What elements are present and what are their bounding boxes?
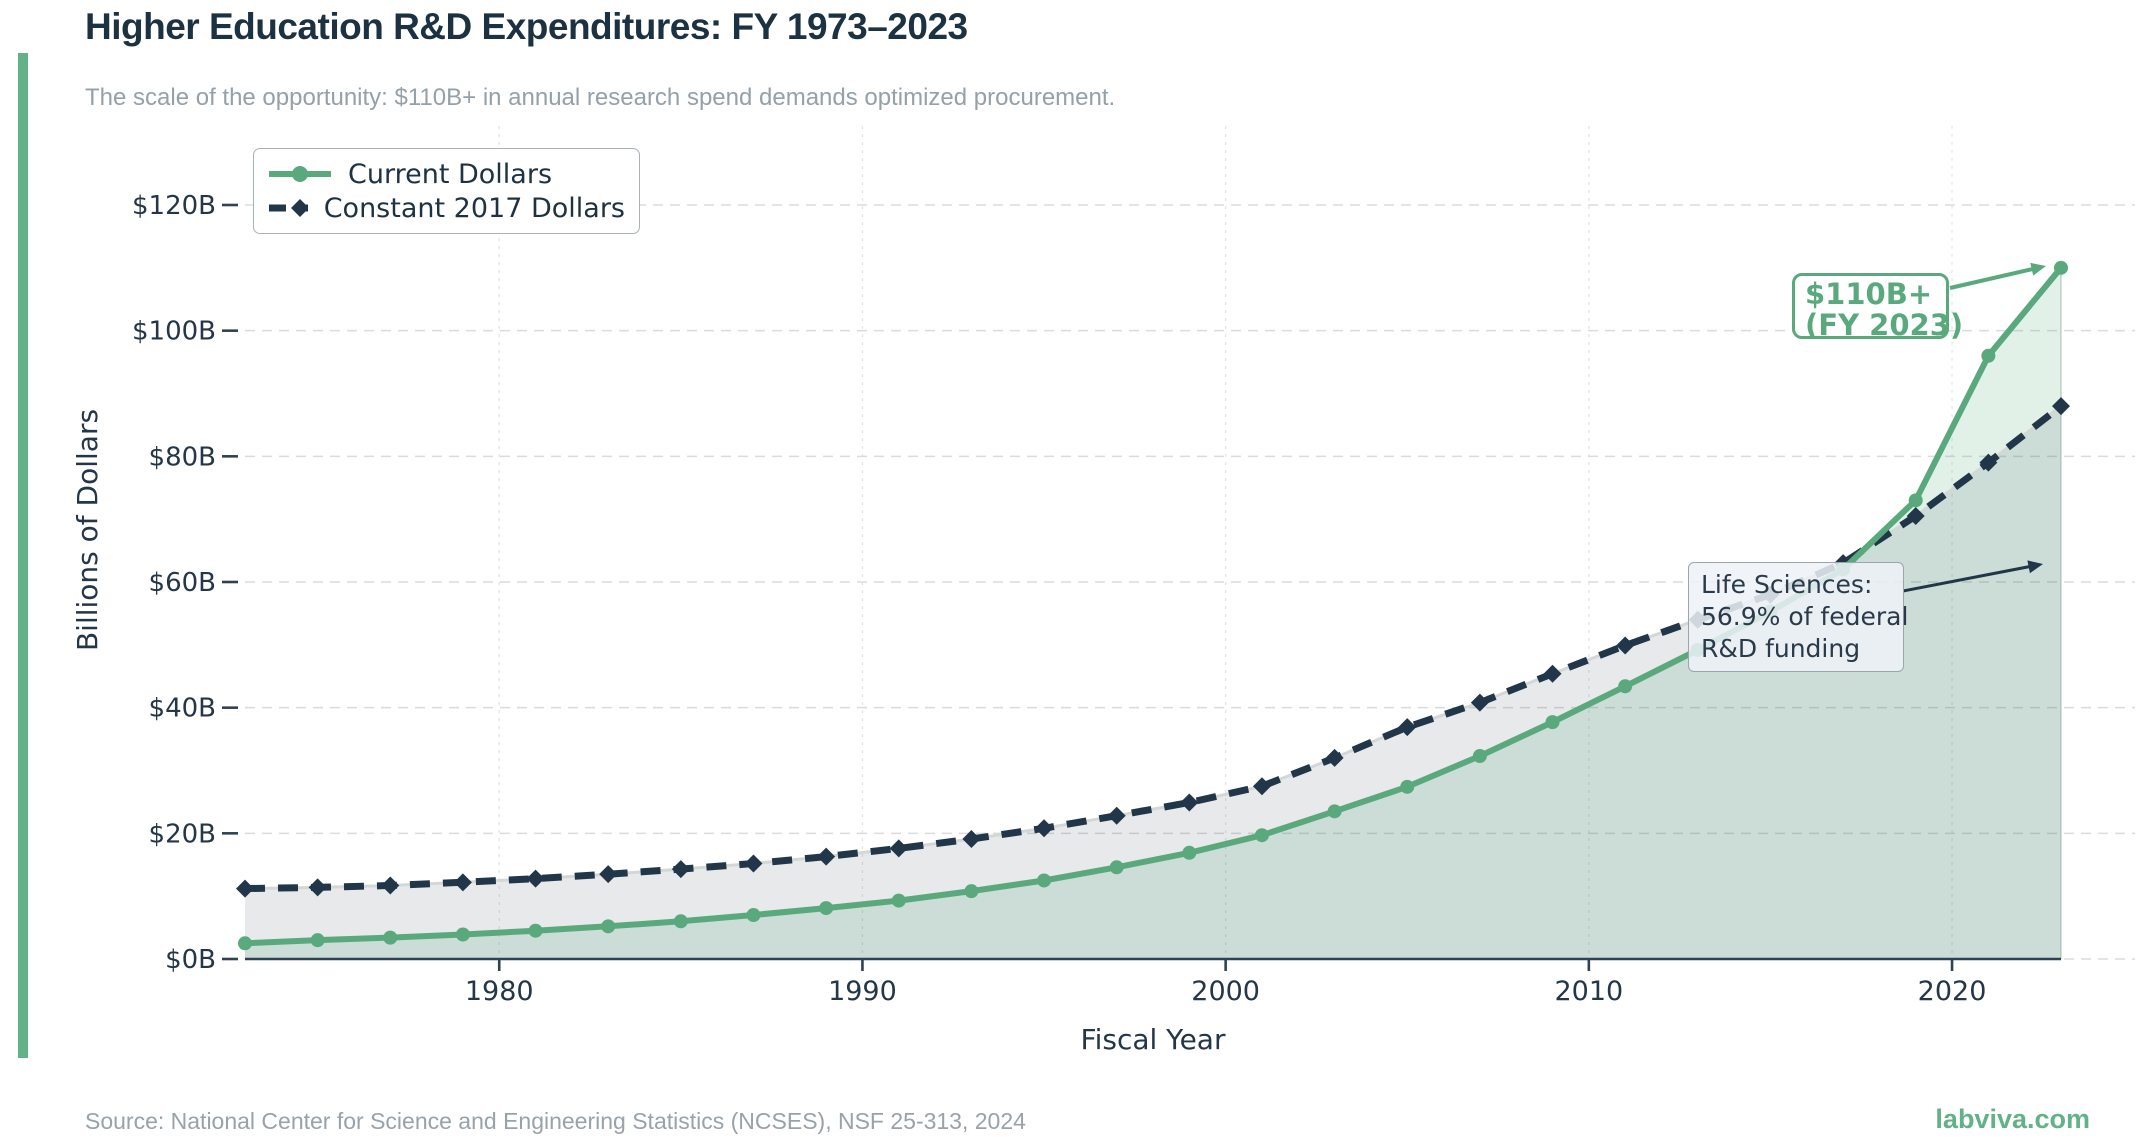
- legend-row-current: Current Dollars: [268, 157, 625, 191]
- constant-dollars-marker: [889, 839, 908, 858]
- x-tick-label: 1980: [465, 976, 534, 1007]
- page-subtitle: The scale of the opportunity: $110B+ in …: [85, 84, 1116, 111]
- y-axis-title: Billions of Dollars: [71, 409, 104, 651]
- page-title: Higher Education R&D Expenditures: FY 19…: [85, 6, 968, 47]
- peak-annotation-line1: $110B+: [1805, 277, 1933, 311]
- brand-link[interactable]: labviva.com: [1935, 1104, 2090, 1134]
- x-tick-label: 2010: [1554, 976, 1623, 1007]
- constant-dollars-marker: [962, 829, 981, 848]
- y-tick-label: $120B: [132, 191, 216, 221]
- constant-dollars-marker: [1616, 636, 1635, 655]
- current-dollars-marker: [455, 927, 470, 942]
- life-sciences-line2: 56.9% of federal: [1701, 602, 1909, 631]
- current-dollars-marker: [1981, 348, 1996, 363]
- current-dollars-marker: [601, 919, 616, 934]
- constant-dollars-marker: [1979, 453, 1998, 472]
- current-dollars-marker: [1908, 493, 1923, 508]
- left-accent-bar: [18, 53, 28, 1058]
- current-dollars-marker: [2054, 260, 2068, 275]
- y-tick-label: $40B: [149, 694, 216, 724]
- constant-dollars-marker: [1470, 693, 1489, 712]
- current-dollars-line-swatch-icon: [269, 166, 331, 182]
- y-tick-label: $0B: [165, 945, 216, 975]
- legend-label-constant-dollars: Constant 2017 Dollars: [323, 192, 625, 224]
- constant-dollars-marker: [1035, 819, 1054, 838]
- constant-dollars-area-fill: [245, 406, 2061, 960]
- current-dollars-marker: [383, 930, 398, 945]
- current-dollars-marker: [238, 936, 252, 951]
- life-sciences-line1: Life Sciences:: [1701, 570, 1873, 599]
- current-dollars-marker: [1254, 828, 1269, 843]
- constant-dollars-dashed-swatch-icon: [269, 199, 308, 217]
- constant-dollars-marker: [1906, 507, 1925, 526]
- legend-row-constant: Constant 2017 Dollars: [268, 191, 625, 225]
- current-dollars-marker: [1109, 860, 1124, 875]
- y-tick-label: $80B: [149, 442, 216, 472]
- peak-annotation-arrow: [1949, 266, 2037, 290]
- current-dollars-marker: [1327, 804, 1342, 819]
- constant-dollars-marker: [1107, 806, 1126, 825]
- peak-annotation-box: $110B+ (FY 2023): [1792, 273, 1964, 342]
- current-dollars-marker: [1472, 749, 1487, 764]
- life-sciences-line3: R&D funding: [1701, 634, 1861, 663]
- y-tick-label: $60B: [149, 568, 216, 598]
- current-dollars-marker: [819, 901, 834, 916]
- current-dollars-marker: [746, 908, 761, 923]
- current-dollars-marker: [1545, 715, 1560, 730]
- peak-annotation-arrow-head-icon: [2030, 262, 2046, 276]
- current-dollars-marker: [891, 893, 906, 908]
- current-dollars-marker: [528, 923, 543, 938]
- x-tick-label: 2000: [1191, 976, 1260, 1007]
- constant-dollars-marker: [1325, 748, 1344, 767]
- y-tick-label: $100B: [132, 317, 216, 347]
- constant-dollars-marker: [599, 865, 618, 884]
- constant-dollars-marker: [308, 878, 327, 897]
- constant-dollars-marker: [453, 873, 472, 892]
- life-sciences-annotation-arrow: [1902, 564, 2034, 593]
- constant-dollars-marker: [381, 876, 400, 895]
- life-sciences-annotation-arrow-head-icon: [2027, 560, 2043, 574]
- peak-annotation-line2: (FY 2023): [1805, 307, 1964, 342]
- current-dollars-marker: [1182, 845, 1197, 860]
- current-dollars-marker: [964, 884, 979, 899]
- constant-dollars-marker: [1252, 777, 1271, 796]
- x-axis-title: Fiscal Year: [1081, 1023, 1226, 1056]
- chart-legend: Current Dollars Constant 2017 Dollars: [253, 148, 640, 234]
- constant-dollars-marker: [2052, 397, 2070, 416]
- constant-dollars-marker: [671, 860, 690, 879]
- current-dollars-marker: [673, 914, 688, 929]
- constant-dollars-marker: [744, 854, 763, 873]
- constant-dollars-marker: [1543, 664, 1562, 683]
- x-tick-label: 1990: [828, 976, 897, 1007]
- constant-dollars-marker: [1180, 793, 1199, 812]
- current-dollars-marker: [1618, 679, 1633, 694]
- life-sciences-annotation-box: Life Sciences: 56.9% of federal R&D fund…: [1688, 562, 1909, 672]
- legend-label-current-dollars: Current Dollars: [348, 158, 553, 190]
- x-tick-label: 2020: [1918, 976, 1987, 1007]
- current-dollars-marker: [310, 933, 325, 948]
- current-dollars-area-fill: [245, 267, 2061, 959]
- constant-dollars-marker: [236, 879, 254, 898]
- source-citation: Source: National Center for Science and …: [85, 1108, 1026, 1134]
- constant-dollars-marker: [526, 869, 545, 888]
- current-dollars-marker: [1037, 873, 1052, 888]
- y-tick-label: $20B: [149, 819, 216, 849]
- current-dollars-marker: [1400, 779, 1415, 794]
- constant-dollars-marker: [1398, 718, 1417, 737]
- constant-dollars-marker: [817, 847, 836, 866]
